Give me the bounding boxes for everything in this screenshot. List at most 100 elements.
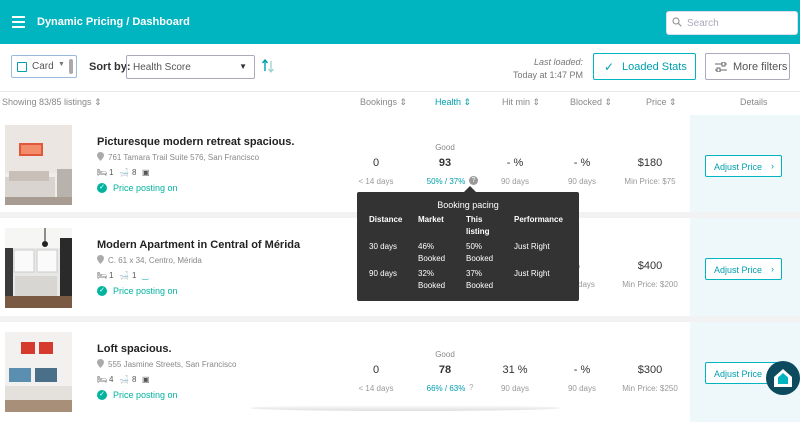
- col-bookings[interactable]: Bookings ⇕: [360, 97, 408, 107]
- search-input[interactable]: [687, 15, 792, 31]
- help-icon[interactable]: ?: [469, 176, 478, 185]
- house-icon: [774, 369, 792, 387]
- bath-count: 8: [132, 375, 137, 384]
- tooltip-header-performance: Performance: [514, 215, 563, 224]
- location-pin-icon: [97, 359, 104, 368]
- tooltip-header-listing: This: [466, 215, 483, 224]
- booking-pacing[interactable]: 50% / 37%: [426, 177, 466, 186]
- smile-icon: ‿: [142, 271, 149, 280]
- booking-pacing-tooltip: Booking pacing Distance Market This list…: [357, 186, 579, 301]
- adjust-price-button[interactable]: Adjust Price›: [705, 362, 782, 384]
- divider: [0, 316, 800, 322]
- last-loaded-time: Today at 1:47 PM: [512, 70, 583, 80]
- adjust-price-button[interactable]: Adjust Price›: [705, 155, 782, 177]
- bed-count: 4: [109, 375, 114, 384]
- col-health[interactable]: Health ⇕: [435, 97, 472, 107]
- bed-icon: 🛏: [97, 271, 108, 280]
- tooltip-distance: 90 days: [369, 269, 398, 278]
- bath-icon: 🛁: [119, 375, 129, 384]
- blocked-range: days: [578, 280, 595, 289]
- chevron-right-icon: ›: [771, 161, 774, 171]
- sort-select[interactable]: Health Score ▼: [126, 55, 255, 79]
- hit-min-value: - %: [506, 157, 524, 169]
- min-price: Min Price: $75: [624, 177, 676, 186]
- last-loaded: Last loaded: Today at 1:47 PM: [513, 56, 583, 82]
- listing-row: Picturesque modern retreat spacious. 761…: [0, 115, 800, 215]
- blocked-value: - %: [573, 157, 591, 169]
- tooltip-listing-sub: Booked: [466, 254, 494, 263]
- last-loaded-label: Last loaded:: [533, 57, 583, 67]
- search-icon: [672, 17, 682, 27]
- bookings-range: < 14 days: [358, 384, 394, 393]
- min-price: Min Price: $200: [622, 280, 678, 289]
- bed-count: 1: [109, 271, 114, 280]
- more-filters-label: More filters: [733, 61, 788, 73]
- bath-icon: 🛁: [119, 271, 129, 280]
- col-blocked[interactable]: Blocked ⇕: [570, 97, 613, 107]
- bookings-range: < 14 days: [358, 177, 394, 186]
- bookings-value: 0: [372, 364, 380, 376]
- blocked-range: 90 days: [567, 177, 597, 186]
- hit-min-range: 90 days: [500, 177, 530, 186]
- listing-address: 761 Tamara Trail Suite 576, San Francisc…: [108, 153, 260, 162]
- view-mode-label: Card: [32, 61, 54, 72]
- tooltip-market: 46%: [418, 242, 435, 251]
- blocked-range: 90 days: [567, 384, 597, 393]
- bath-icon: 🛁: [119, 168, 129, 177]
- toolbar: Card ▼ Sort by: Health Score ▼ Last load…: [0, 44, 800, 92]
- caret-down-icon: ▼: [239, 62, 247, 71]
- loaded-stats-label: Loaded Stats: [622, 61, 687, 73]
- menu-icon[interactable]: [12, 16, 25, 28]
- showing-count: Showing 83/85 listings ⇕: [2, 97, 102, 107]
- page-title: Dynamic Pricing / Dashboard: [37, 16, 190, 28]
- column-headers: Showing 83/85 listings ⇕ Bookings ⇕ Heal…: [0, 92, 800, 112]
- tooltip-performance: Just Right: [514, 242, 550, 251]
- bed-count: 1: [109, 168, 114, 177]
- col-details: Details: [740, 97, 768, 107]
- help-chat-button[interactable]: [766, 361, 800, 395]
- search-box[interactable]: [666, 11, 798, 35]
- tooltip-market-sub: Booked: [418, 254, 446, 263]
- card-icon: [17, 62, 27, 72]
- chevron-right-icon: ›: [771, 264, 774, 274]
- listing-photo[interactable]: [5, 125, 72, 205]
- bath-count: 1: [132, 271, 137, 280]
- sort-value: Health Score: [133, 62, 191, 73]
- sliders-icon: [715, 62, 727, 72]
- check-circle-icon: ✓: [97, 390, 107, 400]
- scroll-handle[interactable]: [69, 59, 73, 74]
- check-circle-icon: ✓: [97, 286, 107, 296]
- price-value: $300: [637, 364, 663, 376]
- health-label: Good: [435, 143, 455, 152]
- bed-icon: 🛏: [97, 375, 108, 384]
- more-filters-button[interactable]: More filters: [705, 53, 790, 80]
- location-pin-icon: [97, 152, 104, 161]
- caret-down-icon: ▼: [58, 61, 65, 68]
- listing-address: 555 Jasmine Streets, San Francisco: [108, 360, 237, 369]
- loaded-stats-button[interactable]: ✓ Loaded Stats: [593, 53, 696, 80]
- listing-photo[interactable]: [5, 228, 72, 308]
- tooltip-listing: 37%: [466, 269, 483, 278]
- sort-by-label: Sort by:: [89, 61, 131, 73]
- sort-direction-icon[interactable]: [262, 58, 274, 74]
- listing-title[interactable]: Picturesque modern retreat spacious.: [97, 136, 295, 148]
- hit-min-range: 90 days: [500, 384, 530, 393]
- view-mode-select[interactable]: Card ▼: [11, 55, 77, 78]
- listing-title[interactable]: Loft spacious.: [97, 343, 172, 355]
- col-price[interactable]: Price ⇕: [646, 97, 677, 107]
- tooltip-title: Booking pacing: [437, 200, 499, 210]
- price-value: $400: [637, 260, 663, 272]
- adjust-price-button[interactable]: Adjust Price›: [705, 258, 782, 280]
- bath-count: 8: [132, 168, 137, 177]
- listing-title[interactable]: Modern Apartment in Central of Mérida: [97, 239, 301, 251]
- listing-photo[interactable]: [5, 332, 72, 412]
- tooltip-performance: Just Right: [514, 269, 550, 278]
- health-score: 78: [438, 364, 452, 376]
- bed-icon: 🛏: [97, 168, 108, 177]
- health-label: Good: [435, 350, 455, 359]
- lockbox-icon: ▣: [142, 168, 150, 177]
- booking-pacing[interactable]: 66% / 63%: [426, 384, 466, 393]
- help-icon[interactable]: ?: [469, 383, 474, 392]
- bookings-value: 0: [372, 157, 380, 169]
- col-hit-min[interactable]: Hit min ⇕: [502, 97, 541, 107]
